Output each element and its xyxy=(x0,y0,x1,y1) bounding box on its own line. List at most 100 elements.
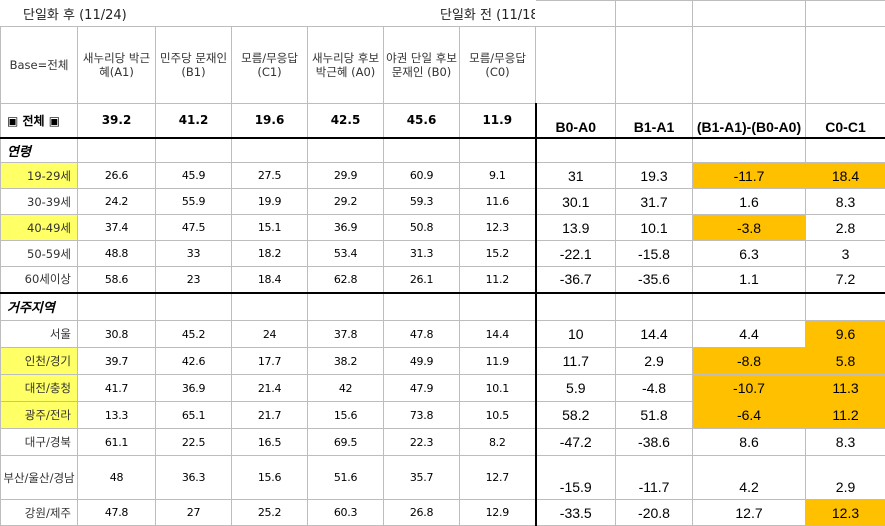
total-label: ▣ 전체 ▣ xyxy=(1,104,78,138)
blank-cell xyxy=(616,27,693,104)
col-header-c1: 모름/무응답 (C1) xyxy=(232,27,308,104)
diff-value: 58.2 xyxy=(536,402,616,429)
cell-value: 65.1 xyxy=(156,402,232,429)
diff-value: 11.2 xyxy=(806,402,885,429)
cell-value: 33 xyxy=(156,241,232,267)
section-title-age: 연령 xyxy=(1,138,78,163)
table-row: 19-29세 26.6 45.9 27.5 29.9 60.9 9.1 31 1… xyxy=(1,163,885,189)
cell-value: 15.6 xyxy=(232,456,308,500)
diff-value: 7.2 xyxy=(806,267,885,293)
cell-value: 27 xyxy=(156,500,232,526)
diff-value: 31.7 xyxy=(616,189,693,215)
diff-value: 4.2 xyxy=(693,456,806,500)
diff-value: 13.9 xyxy=(536,215,616,241)
cell-value: 59.3 xyxy=(384,189,460,215)
row-label: 강원/제주 xyxy=(1,500,78,526)
table-row: 50-59세 48.8 33 18.2 53.4 31.3 15.2 -22.1… xyxy=(1,241,885,267)
cell-value: 69.5 xyxy=(308,429,384,456)
cell-value: 39.7 xyxy=(78,348,156,375)
cell-value: 73.8 xyxy=(384,402,460,429)
diff-value: -10.7 xyxy=(693,375,806,402)
table-row: 60세이상 58.6 23 18.4 62.8 26.1 11.2 -36.7 … xyxy=(1,267,885,293)
table-row: 광주/전라 13.3 65.1 21.7 15.6 73.8 10.5 58.2… xyxy=(1,402,885,429)
diff-value: -33.5 xyxy=(536,500,616,526)
cell-value: 24.2 xyxy=(78,189,156,215)
after-period-label: 단일화 후 (11/24) xyxy=(1,1,232,27)
section-title-region: 거주지역 xyxy=(1,293,78,321)
cell-value: 12.9 xyxy=(460,500,536,526)
blank-cell xyxy=(693,1,806,27)
diff-value: -3.8 xyxy=(693,215,806,241)
row-label: 60세이상 xyxy=(1,267,78,293)
row-label: 40-49세 xyxy=(1,215,78,241)
diff-value: -15.8 xyxy=(616,241,693,267)
cell-value: 27.5 xyxy=(232,163,308,189)
diff-value: -47.2 xyxy=(536,429,616,456)
blank-cell xyxy=(693,27,806,104)
cell-value: 8.2 xyxy=(460,429,536,456)
spreadsheet: 단일화 후 (11/24) 단일화 전 (11/18) Base=전체 새누리당… xyxy=(0,0,885,507)
total-value: 42.5 xyxy=(308,104,384,138)
blank-cell xyxy=(536,27,616,104)
col-header-b0: 야권 단일 후보 문재인 (B0) xyxy=(384,27,460,104)
cell-value: 36.3 xyxy=(156,456,232,500)
diff-header-net: (B1-A1)-(B0-A0) xyxy=(693,104,806,138)
cell-value: 30.8 xyxy=(78,321,156,348)
total-row: ▣ 전체 ▣ 39.2 41.2 19.6 42.5 45.6 11.9 B0-… xyxy=(1,104,885,138)
column-header-row: Base=전체 새누리당 박근혜(A1) 민주당 문재인(B1) 모름/무응답 … xyxy=(1,27,885,104)
diff-value: 1.6 xyxy=(693,189,806,215)
diff-value: 12.7 xyxy=(693,500,806,526)
diff-value: 18.4 xyxy=(806,163,885,189)
row-label: 서울 xyxy=(1,321,78,348)
col-header-a0: 새누리당 후보 박근혜 (A0) xyxy=(308,27,384,104)
cell-value: 55.9 xyxy=(156,189,232,215)
section-row: 연령 xyxy=(1,138,885,163)
cell-value: 25.2 xyxy=(232,500,308,526)
cell-value: 49.9 xyxy=(384,348,460,375)
cell-value: 58.6 xyxy=(78,267,156,293)
diff-value: 19.3 xyxy=(616,163,693,189)
row-label: 인천/경기 xyxy=(1,348,78,375)
diff-value: 12.3 xyxy=(806,500,885,526)
cell-value: 36.9 xyxy=(308,215,384,241)
diff-value: -4.8 xyxy=(616,375,693,402)
diff-value: 8.3 xyxy=(806,429,885,456)
diff-value: -20.8 xyxy=(616,500,693,526)
cell-value: 42 xyxy=(308,375,384,402)
cell-value: 60.9 xyxy=(384,163,460,189)
table-row: 대전/충청 41.7 36.9 21.4 42 47.9 10.1 5.9 -4… xyxy=(1,375,885,402)
cell-value: 15.6 xyxy=(308,402,384,429)
cell-value: 47.8 xyxy=(384,321,460,348)
diff-header-b0-a0: B0-A0 xyxy=(536,104,616,138)
cell-value: 47.5 xyxy=(156,215,232,241)
cell-value: 31.3 xyxy=(384,241,460,267)
cell-value: 45.2 xyxy=(156,321,232,348)
diff-value: 8.6 xyxy=(693,429,806,456)
cell-value: 26.6 xyxy=(78,163,156,189)
cell-value: 42.6 xyxy=(156,348,232,375)
cell-value: 9.1 xyxy=(460,163,536,189)
row-label: 부산/울산/경남 xyxy=(1,456,78,500)
diff-value: -15.9 xyxy=(536,456,616,500)
cell-value: 12.7 xyxy=(460,456,536,500)
table-row: 40-49세 37.4 47.5 15.1 36.9 50.8 12.3 13.… xyxy=(1,215,885,241)
cell-value: 29.2 xyxy=(308,189,384,215)
cell-value: 26.1 xyxy=(384,267,460,293)
cell-value: 15.2 xyxy=(460,241,536,267)
cell-value: 51.6 xyxy=(308,456,384,500)
diff-value: 2.9 xyxy=(806,456,885,500)
cell-value: 21.7 xyxy=(232,402,308,429)
row-label: 50-59세 xyxy=(1,241,78,267)
cell-value: 37.4 xyxy=(78,215,156,241)
cell-value: 29.9 xyxy=(308,163,384,189)
cell-value: 37.8 xyxy=(308,321,384,348)
cell-value: 26.8 xyxy=(384,500,460,526)
diff-value: -8.8 xyxy=(693,348,806,375)
table-row: 대구/경북 61.1 22.5 16.5 69.5 22.3 8.2 -47.2… xyxy=(1,429,885,456)
table-row: 서울 30.8 45.2 24 37.8 47.8 14.4 10 14.4 4… xyxy=(1,321,885,348)
cell-value: 17.7 xyxy=(232,348,308,375)
diff-value: 31 xyxy=(536,163,616,189)
cell-value: 16.5 xyxy=(232,429,308,456)
col-header-b1: 민주당 문재인(B1) xyxy=(156,27,232,104)
